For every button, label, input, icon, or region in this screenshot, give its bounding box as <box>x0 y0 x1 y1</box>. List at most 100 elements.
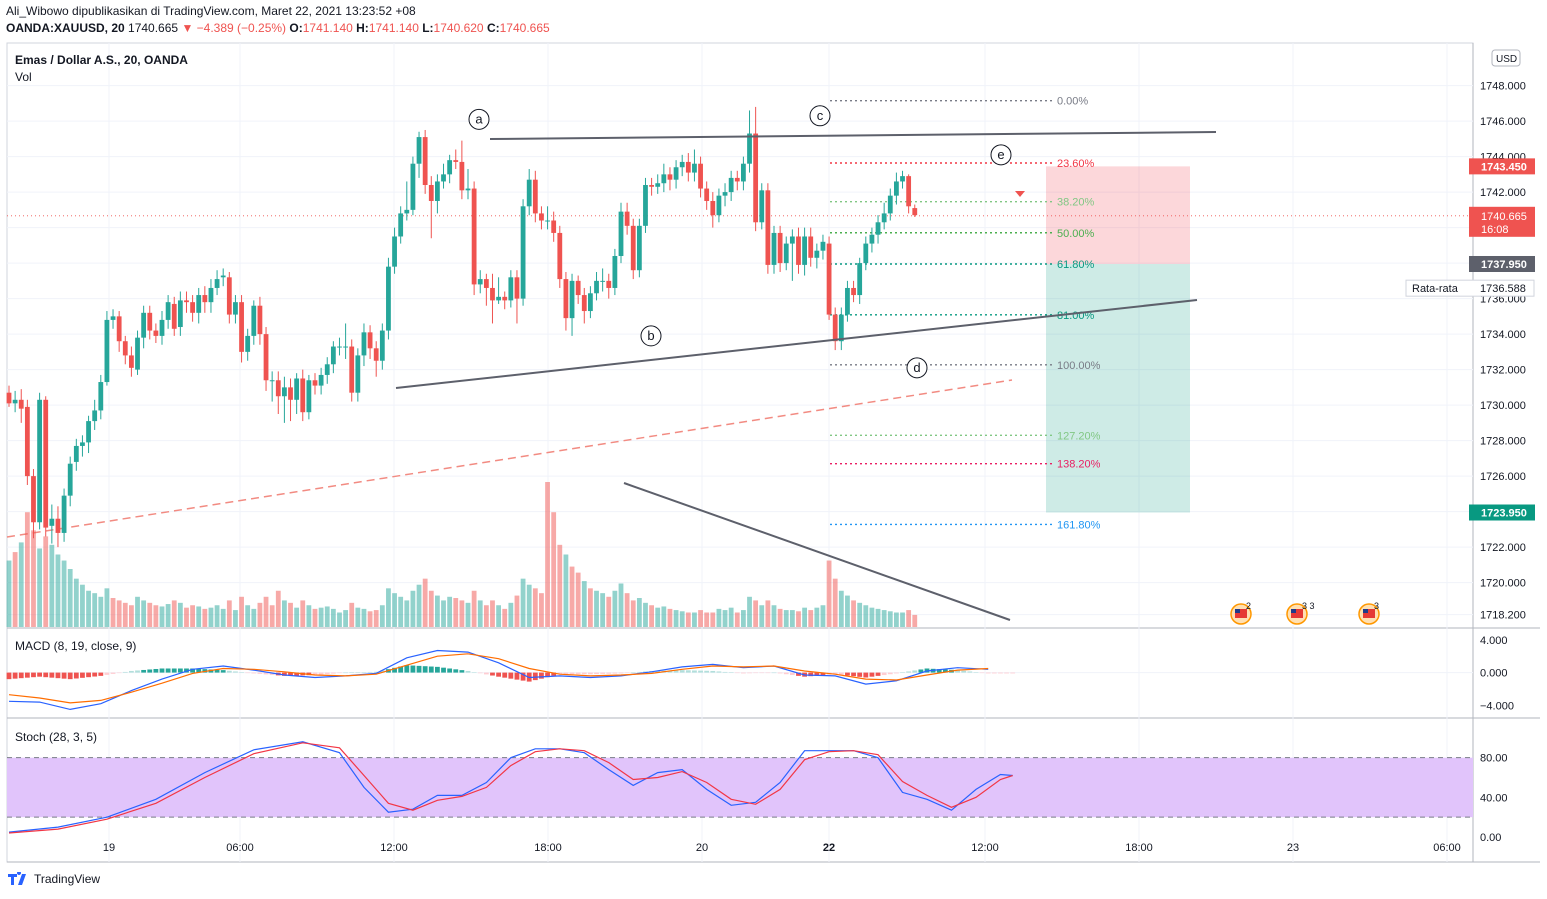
macd-histogram-bar <box>471 672 477 673</box>
macd-histogram-bar <box>741 672 746 674</box>
candle-body <box>422 137 428 186</box>
stoch-d-line <box>8 742 1013 834</box>
volume-bar <box>263 596 269 627</box>
candle-body <box>490 287 495 301</box>
wave-label-circle <box>468 108 490 130</box>
countdown-label: 16:08 <box>1481 224 1509 236</box>
volume-bar <box>373 610 379 627</box>
candle-body <box>6 392 12 404</box>
last-price: 1740.665 <box>128 21 179 35</box>
candle-body <box>894 181 899 196</box>
volume-bar <box>826 560 832 627</box>
fib-level-label: 127.20% <box>1057 430 1101 442</box>
stoch-band <box>7 757 1473 818</box>
macd-histogram-bar <box>679 670 685 673</box>
candle-body <box>61 495 67 533</box>
candle-body <box>12 399 18 404</box>
candle-body <box>502 296 508 301</box>
candle-body <box>741 163 746 182</box>
candle-body <box>263 334 269 381</box>
macd-histogram-bar <box>337 672 342 674</box>
candle-body <box>392 236 397 267</box>
volume-bar <box>894 612 899 627</box>
candle-body <box>349 346 355 393</box>
candle-body <box>514 277 520 299</box>
event-count-label: 3 3 <box>1302 601 1315 611</box>
macd-histogram-bar <box>24 672 30 678</box>
candle-body <box>453 160 459 162</box>
candle-body <box>826 243 832 315</box>
volume-bar <box>422 578 428 627</box>
macd-histogram-bar <box>367 671 373 673</box>
candle-body <box>539 213 544 221</box>
macd-histogram-bar <box>845 672 850 676</box>
volume-bar <box>845 595 850 627</box>
triangle-upper-trendline <box>489 131 1217 140</box>
volume-bar <box>428 590 434 627</box>
macd-histogram-bar <box>581 672 587 675</box>
candle-body <box>863 243 869 264</box>
macd-histogram-bar <box>404 665 410 673</box>
fib-level-label: 0.00% <box>1057 96 1088 108</box>
volume-bar <box>294 607 300 627</box>
footer-brand[interactable]: TradingView <box>8 872 100 886</box>
candle-body <box>845 287 850 315</box>
volume-bar <box>661 606 667 627</box>
macd-histogram-bar <box>349 672 355 673</box>
volume-bar <box>814 607 820 627</box>
macd-histogram-bar <box>453 669 459 673</box>
price-tick-label: 1742.000 <box>1480 187 1526 199</box>
candle-body <box>569 280 575 319</box>
macd-histogram-bar <box>692 670 697 673</box>
macd-histogram-bar <box>122 671 128 673</box>
macd-histogram-bar <box>1004 672 1009 674</box>
macd-histogram-bar <box>900 672 905 673</box>
volume-bar <box>92 593 98 627</box>
price-tick-label: 1718.200 <box>1480 610 1526 622</box>
candle-body <box>643 185 648 226</box>
volume-bar <box>171 600 177 627</box>
volume-bar <box>471 590 477 627</box>
candle-body <box>98 382 104 411</box>
macd-histogram-bar <box>86 672 91 678</box>
volume-bar <box>887 611 893 627</box>
volume-bar <box>722 610 728 627</box>
macd-histogram-bar <box>496 672 501 677</box>
candle-body <box>679 161 685 168</box>
macd-histogram-bar <box>814 672 820 676</box>
macd-histogram-bar <box>985 672 991 674</box>
sell-marker-icon <box>1015 191 1025 197</box>
macd-histogram-bar <box>239 672 244 673</box>
macd-histogram-bar <box>777 672 783 674</box>
macd-histogram-bar <box>49 672 55 678</box>
candle-body <box>226 277 232 315</box>
candle-body <box>416 137 422 164</box>
event-flag-stripes <box>1235 609 1247 618</box>
candle-body <box>551 220 557 233</box>
candle-body <box>80 442 85 446</box>
macd-histogram-bar <box>594 672 599 675</box>
macd-histogram-bar <box>967 671 973 673</box>
volume-bar <box>392 593 397 627</box>
candle-body <box>655 183 661 187</box>
volume-bar <box>214 605 220 627</box>
candle-body <box>685 161 691 173</box>
average-price-value: 1736.588 <box>1480 283 1526 295</box>
volume-bar <box>490 600 495 627</box>
price-badge <box>1469 255 1535 272</box>
candle-body <box>269 380 275 382</box>
candle-body <box>190 302 195 313</box>
volume-bar <box>318 607 324 627</box>
volume-bar <box>343 610 348 627</box>
volume-bar <box>37 548 42 627</box>
candle-body <box>747 133 752 164</box>
volume-bar <box>612 590 618 627</box>
candle-body <box>239 302 244 352</box>
candle-body <box>875 222 881 235</box>
macd-histogram-bar <box>588 672 593 675</box>
macd-histogram-bar <box>92 672 98 677</box>
candle-body <box>55 518 61 533</box>
volume-trendline <box>623 482 1011 621</box>
candle-body <box>104 319 110 383</box>
